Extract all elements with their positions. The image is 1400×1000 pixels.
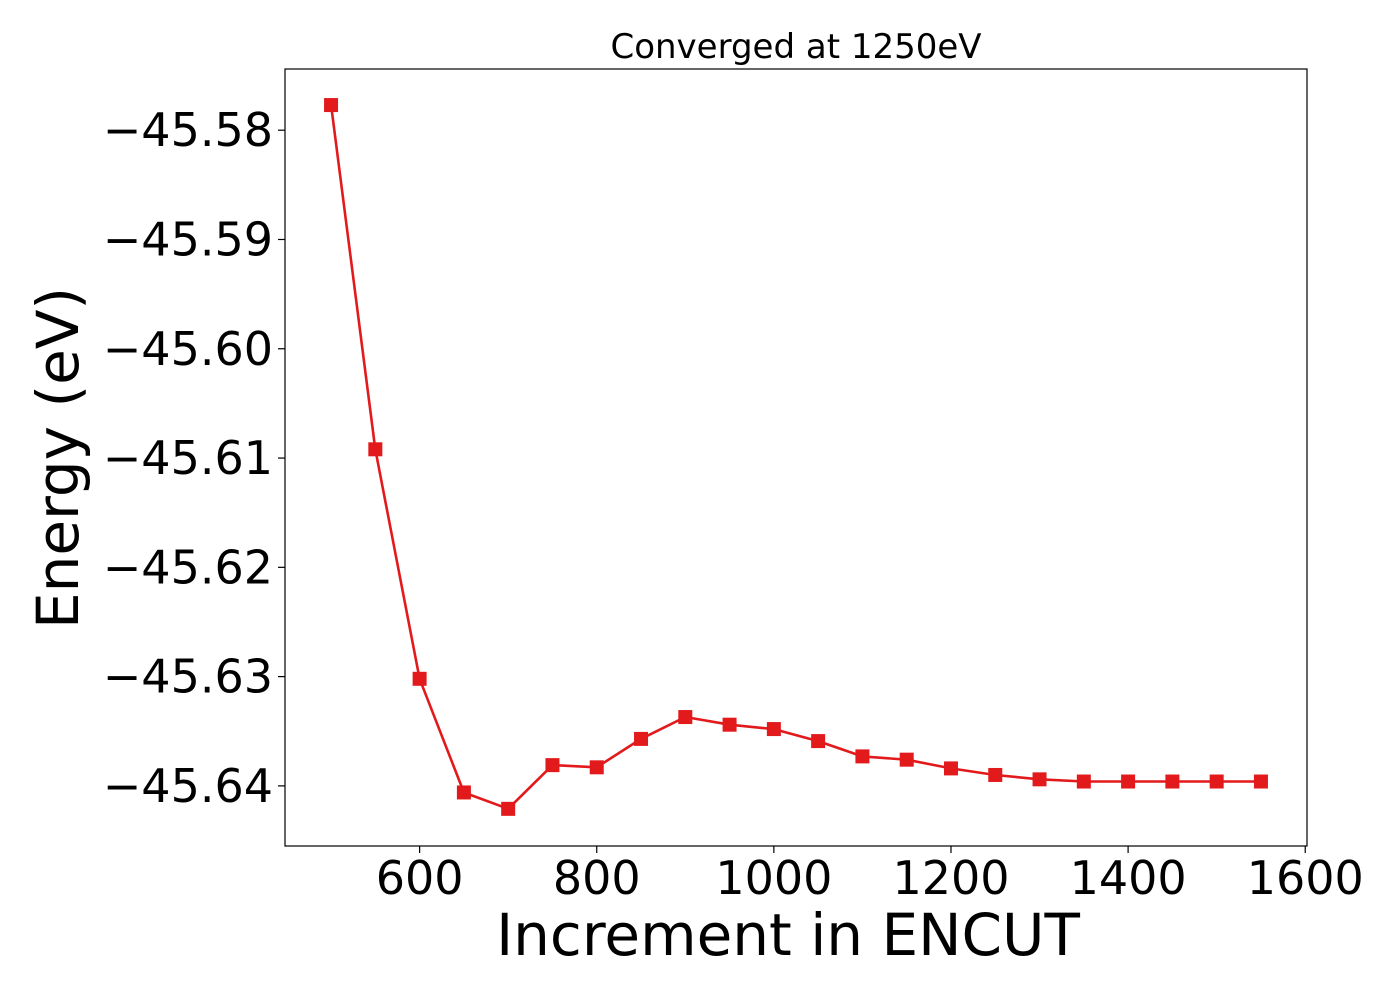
data-point-marker — [412, 671, 427, 686]
y-tick-label: −45.63 — [103, 650, 273, 704]
data-point-marker — [1253, 774, 1268, 789]
y-tick-label: −45.61 — [103, 431, 273, 485]
data-point-marker — [1121, 774, 1136, 789]
x-tick-label: 1600 — [1247, 851, 1364, 905]
x-axis-title: Increment in ENCUT — [496, 901, 1080, 969]
data-point-marker — [545, 758, 560, 773]
series-layer — [324, 98, 1268, 816]
data-point-marker — [943, 761, 958, 776]
x-tick-label: 1400 — [1070, 851, 1187, 905]
data-point-marker — [988, 767, 1003, 782]
data-point-marker — [324, 98, 339, 113]
x-tick-label: 800 — [553, 851, 641, 905]
y-axis-title: Energy (eV) — [24, 287, 92, 629]
data-point-marker — [1209, 774, 1224, 789]
y-axis: −45.58 −45.59 −45.60 −45.61 −45.62 −45.63 −45.… — [103, 103, 285, 813]
y-tick-label: −45.64 — [103, 759, 273, 813]
data-point-marker — [722, 717, 737, 732]
y-tick-label: −45.58 — [103, 103, 273, 157]
data-point-marker — [589, 760, 604, 775]
data-point-marker — [501, 801, 516, 816]
x-tick-label: 1000 — [715, 851, 832, 905]
x-tick-label: 1200 — [892, 851, 1009, 905]
data-point-marker — [766, 722, 781, 737]
y-tick-label: −45.60 — [103, 322, 273, 376]
plot-area — [284, 68, 1308, 847]
data-point-marker — [1165, 774, 1180, 789]
data-point-marker — [811, 734, 826, 749]
data-point-marker — [1076, 774, 1091, 789]
chart-title: Converged at 1250eV — [610, 27, 981, 67]
x-tick-label: 600 — [376, 851, 464, 905]
data-point-marker — [678, 710, 693, 725]
x-axis: 600 800 1000 1200 1400 1600 — [376, 846, 1364, 905]
data-point-marker — [456, 785, 471, 800]
y-tick-label: −45.59 — [103, 212, 273, 266]
data-point-marker — [855, 749, 870, 764]
y-tick-label: −45.62 — [103, 540, 273, 594]
data-point-marker — [368, 442, 383, 457]
data-point-marker — [1032, 772, 1047, 787]
data-point-marker — [899, 752, 914, 767]
series-line — [329, 104, 1261, 811]
data-point-marker — [634, 731, 649, 746]
